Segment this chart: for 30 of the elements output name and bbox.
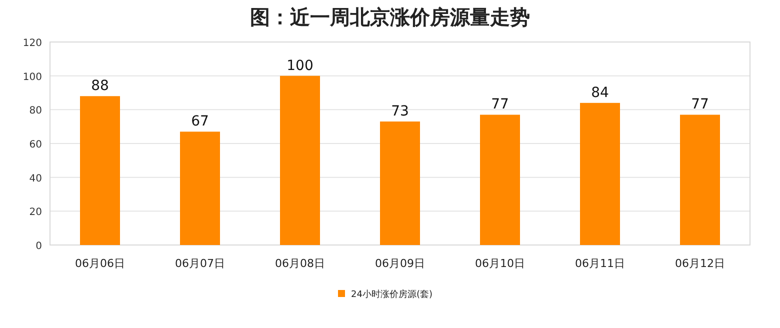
y-tick-label: 40 (29, 173, 42, 184)
y-tick-label: 120 (22, 38, 42, 49)
data-label: 77 (691, 96, 709, 113)
bar (680, 114, 720, 245)
chart-title: 图：近一周北京涨价房源量走势 (250, 5, 530, 29)
legend-label: 24小时涨价房源(套) (351, 289, 432, 300)
data-label: 77 (491, 96, 509, 113)
bar (580, 102, 620, 245)
y-tick-label: 100 (22, 72, 42, 83)
x-tick-label: 06月12日 (675, 257, 725, 270)
y-tick-label: 60 (29, 140, 42, 150)
data-label: 73 (391, 104, 409, 120)
x-tick-label: 06月06日 (75, 257, 125, 270)
data-label: 100 (286, 58, 314, 74)
bar (280, 76, 320, 245)
bar (380, 122, 420, 245)
y-tick-label: 80 (29, 106, 42, 117)
x-tick-label: 06月11日 (575, 257, 625, 270)
y-tick-label: 20 (29, 207, 42, 218)
x-tick-label: 06月10日 (475, 257, 525, 270)
x-tick-label: 06月08日 (275, 257, 325, 270)
y-tick-label: 0 (36, 241, 42, 252)
bar (180, 132, 220, 245)
x-tick-label: 06月09日 (375, 257, 425, 270)
bar (480, 114, 520, 245)
x-tick-label: 06月07日 (175, 257, 225, 270)
data-label: 88 (91, 78, 109, 94)
bar (80, 96, 120, 245)
data-label: 67 (191, 114, 209, 130)
data-label: 84 (591, 84, 609, 101)
